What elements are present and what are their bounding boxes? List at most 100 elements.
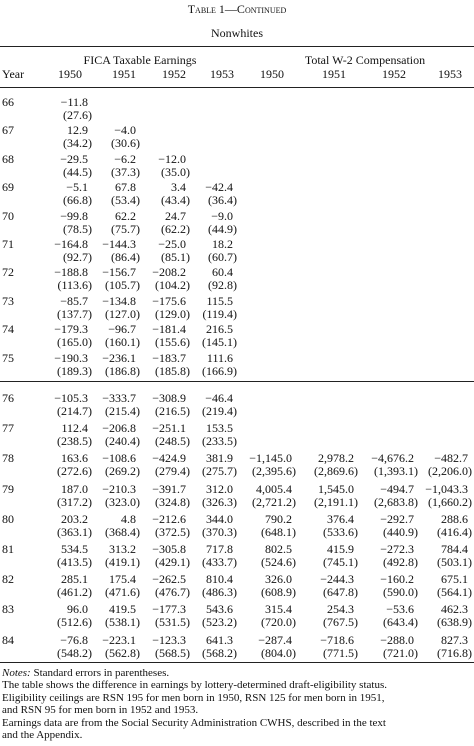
error-cell: (503.1) [437, 555, 472, 569]
error-cell: (643.4) [383, 615, 418, 630]
year-cell: 84 [2, 632, 14, 647]
error-cell: (248.5) [155, 434, 190, 449]
error-cell: (44.9) [208, 221, 237, 236]
estimate-cell: 288.6 [441, 511, 468, 526]
estimate-cell: −29.5 [60, 151, 88, 166]
error-cell: (538.1) [105, 615, 140, 630]
estimate-cell: 827.3 [441, 632, 468, 647]
estimate-cell: −156.7 [102, 265, 136, 280]
error-cell: (2,721.2) [252, 494, 296, 509]
estimate-cell: −292.7 [380, 511, 414, 526]
error-cell: (429.1) [155, 555, 190, 569]
estimate-cell: 419.5 [109, 602, 136, 617]
estimate-cell: −4,676.2 [371, 451, 414, 466]
estimate-cell: −5.1 [66, 180, 88, 195]
error-cell: (113.6) [57, 278, 92, 293]
estimate-cell: −251.1 [152, 421, 186, 436]
error-cell: (745.1) [323, 555, 358, 569]
estimate-cell: −6.2 [114, 151, 136, 166]
error-cell: (323.0) [105, 494, 140, 509]
estimate-cell: 534.5 [61, 542, 88, 556]
estimate-cell: 810.4 [206, 572, 233, 587]
notes-line: Eligibility ceilings are RSN 195 for men… [2, 691, 385, 704]
error-cell: (166.9) [202, 363, 237, 378]
estimate-cell: 717.8 [206, 542, 233, 556]
rule [0, 381, 474, 382]
year-cell: 83 [2, 602, 14, 617]
error-cell: (2,206.0) [428, 464, 472, 479]
estimate-cell: 543.6 [206, 602, 233, 617]
error-cell: (119.4) [202, 306, 237, 321]
estimate-cell: 18.2 [212, 237, 233, 251]
estimate-cell: −76.8 [60, 632, 88, 647]
error-cell: (92.7) [63, 250, 92, 264]
error-cell: (78.5) [63, 221, 92, 236]
estimate-cell: 175.4 [109, 572, 136, 587]
estimate-cell: −188.8 [54, 265, 88, 280]
column-header: 1950 [58, 67, 82, 81]
estimate-cell: −236.1 [102, 350, 136, 365]
notes-line: Earnings data are from the Social Securi… [2, 716, 386, 729]
error-cell: (66.8) [63, 193, 92, 208]
group-header: Total W-2 Compensation [304, 53, 426, 67]
estimate-cell: 784.4 [441, 542, 468, 556]
year-cell: 81 [2, 542, 14, 556]
column-header: 1952 [382, 67, 406, 81]
estimate-cell: −208.2 [152, 265, 186, 280]
year-cell: 69 [2, 180, 14, 195]
estimate-cell: 344.0 [206, 511, 233, 526]
estimate-cell: 641.3 [206, 632, 233, 647]
error-cell: (531.5) [155, 615, 190, 630]
estimate-cell: −42.4 [205, 180, 233, 195]
error-cell: (279.4) [155, 464, 190, 479]
estimate-cell: −12.0 [158, 151, 186, 166]
year-cell: 68 [2, 151, 14, 166]
error-cell: (647.8) [323, 585, 358, 600]
error-cell: (219.4) [202, 404, 237, 418]
estimate-cell: −482.7 [434, 451, 468, 466]
notes-label: Notes: [2, 667, 31, 679]
error-cell: (155.6) [155, 335, 190, 350]
estimate-cell: 62.2 [115, 208, 136, 223]
estimate-cell: 153.5 [206, 421, 233, 436]
error-cell: (372.5) [155, 524, 190, 539]
estimate-cell: −212.6 [152, 511, 186, 526]
year-cell: 70 [2, 208, 14, 223]
estimate-cell: −11.8 [60, 95, 88, 109]
error-cell: (433.7) [202, 555, 237, 569]
estimate-cell: −53.6 [386, 602, 414, 617]
error-cell: (36.4) [208, 193, 237, 208]
year-cell: 71 [2, 237, 14, 251]
error-cell: (533.6) [323, 524, 358, 539]
estimate-cell: −99.8 [60, 208, 88, 223]
error-cell: (1,660.2) [428, 494, 472, 509]
error-cell: (160.1) [105, 335, 140, 350]
estimate-cell: 112.4 [61, 421, 88, 436]
error-cell: (720.0) [261, 615, 296, 630]
year-cell: 78 [2, 451, 14, 466]
estimate-cell: 111.6 [206, 350, 233, 365]
error-cell: (185.8) [155, 363, 190, 378]
estimate-cell: 24.7 [165, 208, 186, 223]
error-cell: (492.8) [383, 555, 418, 569]
error-cell: (145.1) [202, 335, 237, 350]
error-cell: (2,869.6) [314, 464, 358, 479]
estimate-cell: 312.0 [206, 481, 233, 496]
estimate-cell: 675.1 [441, 572, 468, 587]
notes-line: Notes: Standard errors in parentheses. [2, 667, 169, 679]
estimate-cell: 326.0 [265, 572, 292, 587]
error-cell: (215.4) [105, 404, 140, 418]
error-cell: (721.0) [383, 645, 418, 660]
estimate-cell: 802.5 [265, 542, 292, 556]
estimate-cell: 415.9 [327, 542, 354, 556]
error-cell: (471.6) [105, 585, 140, 600]
error-cell: (85.1) [161, 250, 190, 264]
error-cell: (562.8) [105, 645, 140, 660]
error-cell: (608.9) [261, 585, 296, 600]
estimate-cell: 187.0 [61, 481, 88, 496]
estimate-cell: −308.9 [152, 391, 186, 405]
error-cell: (524.6) [261, 555, 296, 569]
error-cell: (461.2) [57, 585, 92, 600]
estimate-cell: −391.7 [152, 481, 186, 496]
